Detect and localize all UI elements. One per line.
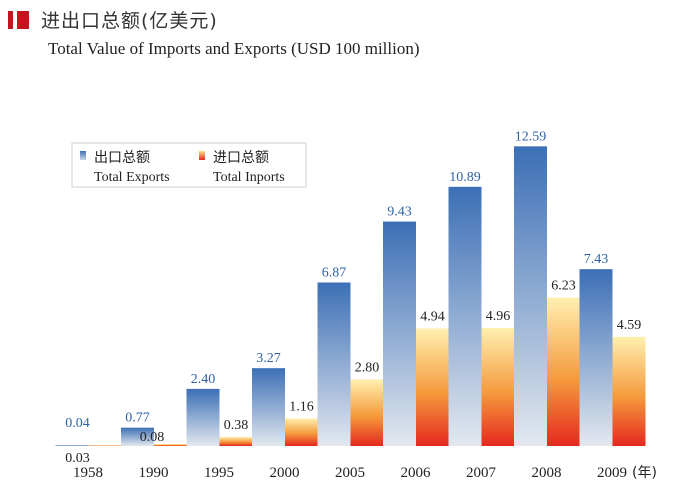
- x-tick-2008: 2008: [532, 465, 562, 481]
- data-label-imports-2005: 2.80: [355, 360, 380, 375]
- x-tick-2005: 2005: [335, 465, 365, 481]
- data-label-exports-2007: 10.89: [449, 170, 481, 185]
- title-marker-icon: [8, 10, 29, 29]
- data-label-imports-1995: 0.38: [224, 418, 249, 433]
- chart-title-cn: 进出口总额(亿美元): [41, 10, 218, 32]
- bar-imports-2008: [547, 297, 580, 446]
- x-unit-suffix: (年): [632, 465, 657, 481]
- x-tick-2000: 2000: [270, 465, 300, 481]
- legend-label-imports: Total Inports: [213, 170, 285, 185]
- legend-label-exports: Total Exports: [94, 170, 170, 185]
- data-label-exports-2009: 7.43: [584, 252, 609, 267]
- chart-title-en: Total Value of Imports and Exports (USD …: [48, 39, 420, 58]
- bar-exports-2007: [448, 186, 482, 446]
- x-tick-1995: 1995: [204, 465, 234, 481]
- data-label-exports-2005: 6.87: [322, 265, 347, 280]
- bar-imports-1958: [88, 445, 122, 446]
- data-label-exports-1990: 0.77: [125, 411, 150, 426]
- bar-exports-1958: [55, 445, 89, 446]
- bars: [55, 146, 646, 446]
- data-label-imports-2009: 4.59: [617, 318, 642, 333]
- x-tick-1990: 1990: [139, 465, 169, 481]
- data-label-imports-2000: 1.16: [289, 399, 314, 414]
- legend-swatch-imports: [199, 151, 205, 160]
- data-label-imports-2008: 6.23: [551, 279, 576, 294]
- x-axis-ticks: 1958 1990 1995 2000 2005 2006 2007 2008 2009 (年): [73, 465, 657, 481]
- bar-exports-2005: [317, 282, 351, 446]
- data-label-imports-1990: 0.08: [140, 430, 165, 445]
- title-block: 进出口总额(亿美元) Total Value of Imports and Ex…: [8, 6, 420, 59]
- bar-exports-2008: [514, 146, 547, 446]
- data-label-exports-1995: 2.40: [191, 372, 216, 387]
- x-tick-2007: 2007: [466, 465, 497, 481]
- data-label-exports-2000: 3.27: [256, 351, 281, 366]
- bar-exports-1995: [186, 388, 220, 446]
- x-tick-1958: 1958: [73, 465, 103, 481]
- legend: 出口总额 Total Exports 进口总额 Total Inports: [71, 142, 307, 188]
- bar-imports-2006: [416, 328, 449, 446]
- data-label-exports-1958: 0.04: [65, 416, 90, 431]
- bar-exports-1990: [121, 427, 154, 446]
- legend-label-imports-cn: 进口总额: [213, 150, 269, 166]
- bar-imports-2000: [285, 418, 318, 446]
- data-label-imports-1958: 0.03: [65, 451, 90, 466]
- data-label-imports-2006: 4.94: [420, 309, 445, 324]
- legend-box: [71, 142, 307, 188]
- bar-imports-2007: [481, 327, 515, 446]
- bar-exports-2009: [579, 269, 613, 446]
- data-label-exports-2008: 12.59: [515, 129, 547, 144]
- bar-exports-2000: [252, 368, 285, 446]
- data-label-exports-2006: 9.43: [387, 205, 412, 220]
- data-labels: 0.04 0.03 0.77 0.08 2.40 0.38 3.27 1.16 6.87 2.80…: [65, 129, 641, 466]
- legend-label-exports-cn: 出口总额: [94, 150, 150, 166]
- bar-imports-1995: [219, 436, 253, 446]
- x-tick-2006: 2006: [401, 465, 432, 481]
- bar-exports-2006: [383, 221, 416, 446]
- data-label-imports-2007: 4.96: [486, 309, 511, 324]
- bar-imports-2005: [350, 379, 384, 446]
- legend-swatch-exports: [80, 151, 86, 160]
- x-tick-2009: 2009: [597, 465, 627, 481]
- bar-imports-1990: [154, 444, 187, 446]
- bar-imports-2009: [612, 336, 646, 446]
